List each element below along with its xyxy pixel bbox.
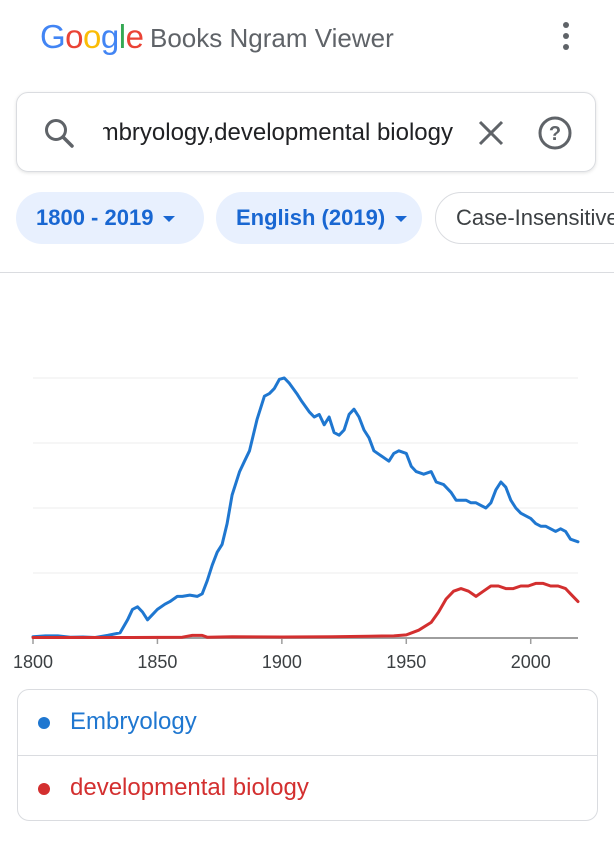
series-line — [31, 376, 580, 639]
caret-down-icon — [163, 216, 176, 223]
legend-item-embryology[interactable]: Embryology — [18, 690, 597, 755]
ngram-chart: 1800 1850 1900 1950 2000 — [13, 376, 580, 672]
app-header: Google Books Ngram Viewer — [0, 0, 614, 78]
search-box: ? — [16, 92, 596, 172]
legend-dot — [38, 717, 50, 729]
logo-letter: g — [100, 18, 119, 55]
legend-dot — [38, 783, 50, 795]
x-tick-label: 2000 — [511, 652, 551, 672]
year-range-chip[interactable]: 1800 - 2019 — [16, 192, 204, 244]
google-logo: Google — [40, 18, 144, 56]
caret-down-icon — [395, 216, 408, 223]
close-icon[interactable] — [475, 117, 507, 149]
divider — [0, 272, 614, 273]
logo-letter: o — [65, 18, 84, 55]
help-circle-icon[interactable]: ? — [537, 115, 573, 151]
chart-legend: Embryology developmental biology — [17, 689, 598, 821]
search-icon[interactable] — [41, 115, 77, 151]
logo-letter: o — [83, 18, 101, 55]
case-label: Case-Insensitive — [456, 205, 614, 230]
x-tick-label: 1900 — [262, 652, 302, 672]
svg-text:?: ? — [549, 123, 561, 145]
year-range-label: 1800 - 2019 — [36, 205, 154, 230]
corpus-chip[interactable]: English (2019) — [216, 192, 422, 244]
x-tick-label: 1950 — [386, 652, 426, 672]
series-line — [31, 581, 580, 639]
logo-letter: l — [118, 18, 126, 55]
case-chip[interactable]: Case-Insensitive — [435, 192, 614, 244]
search-input[interactable] — [103, 113, 453, 153]
x-tick-label: 1850 — [137, 652, 177, 672]
legend-item-developmental-biology[interactable]: developmental biology — [18, 755, 597, 820]
filter-chips: 1800 - 2019 English (2019) Case-Insensit… — [0, 192, 614, 246]
corpus-label: English (2019) — [236, 205, 386, 230]
page-title: Books Ngram Viewer — [150, 23, 394, 53]
legend-label: Embryology — [70, 708, 197, 735]
logo-letter: e — [125, 18, 144, 55]
x-tick-label: 1800 — [13, 652, 53, 672]
logo-letter: G — [40, 18, 66, 55]
more-vertical-icon[interactable] — [552, 22, 580, 56]
legend-label: developmental biology — [70, 774, 309, 801]
